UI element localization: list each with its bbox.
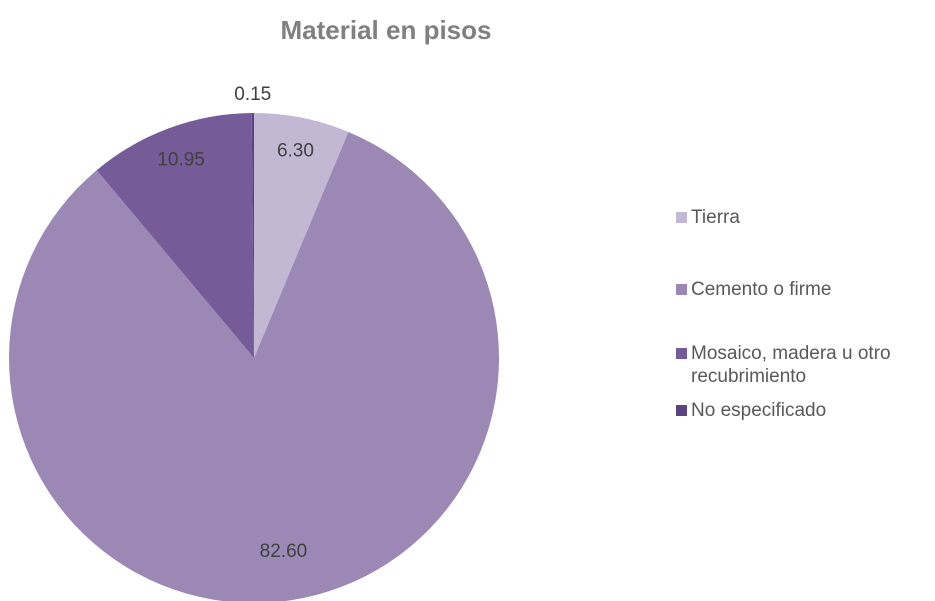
legend: Tierra Cemento o firme Mosaico, madera u o… [672,206,935,422]
pie-slice [251,113,254,358]
data-label: 0.15 [234,84,271,105]
legend-label: Mosaico, madera u otro recubrimiento [691,343,891,387]
pie-slice [96,113,254,358]
legend-item: Mosaico, madera u otro recubrimiento [672,342,935,388]
legend-swatch [676,348,687,359]
legend-item: Cemento o firme [672,278,935,301]
data-label: 10.95 [157,149,205,170]
legend-swatch [676,405,687,416]
legend-item: Tierra [672,206,935,229]
legend-label: No especificado [691,400,827,421]
pie-slice [9,131,499,601]
legend-label: Cemento o firme [691,279,832,300]
chart-title: Material en pisos [281,15,492,45]
data-label: 6.30 [277,140,314,161]
legend-item: No especificado [672,399,935,422]
legend-label: Tierra [691,207,740,228]
pie-slice [254,113,349,358]
data-label: 82.60 [260,541,308,562]
legend-swatch [676,212,687,223]
legend-swatch [676,284,687,295]
